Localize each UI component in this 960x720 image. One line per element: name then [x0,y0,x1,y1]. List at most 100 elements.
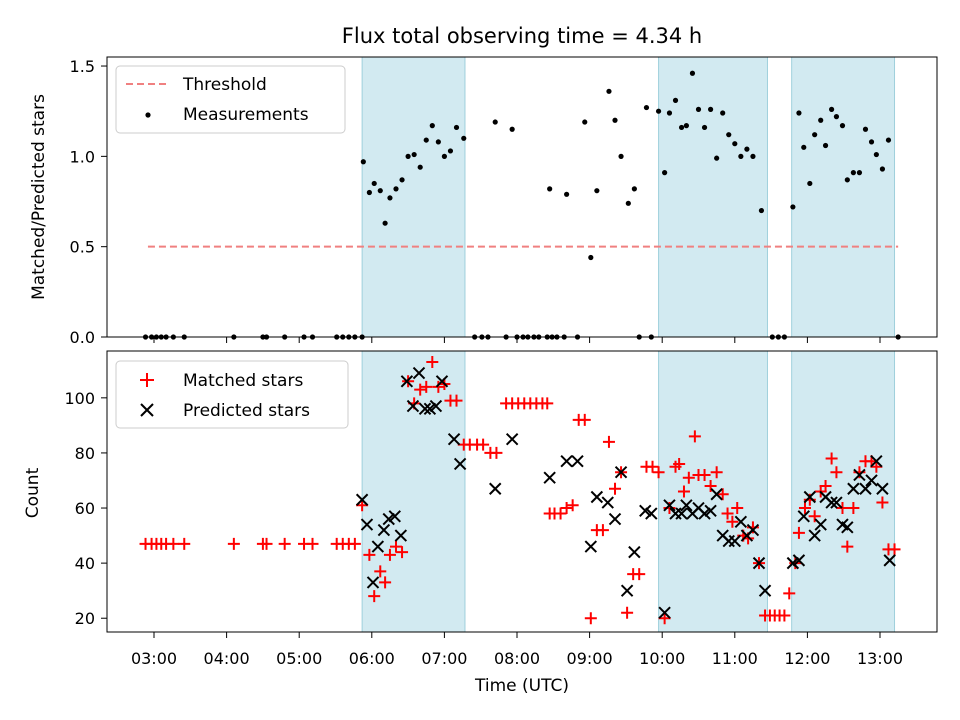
predicted-star-point [645,507,658,520]
matched-star-point [673,457,686,470]
measurement-point [417,164,423,170]
predicted-star-point [786,556,800,570]
predicted-star-point [710,488,723,501]
measurement-point [678,124,685,131]
top-legend: Threshold Measurements [115,65,346,134]
top-x-ticks [153,337,881,343]
matched-star-point [646,460,659,473]
matched-star-point [830,466,843,479]
matched-star-point [596,524,609,537]
top-y-axis-label: Matched/Predicted stars [29,94,49,300]
predicted-star-point [571,454,584,468]
bottom-legend: Matched stars Predicted stars [115,360,349,429]
measurement-point [807,180,813,187]
predicted-star-point [453,457,467,471]
shaded-interval [658,56,768,338]
matched-star-point [721,507,734,520]
shaded-interval [791,350,896,633]
measurement-point [618,153,624,159]
predicted-star-point [406,399,420,413]
predicted-star-point [435,375,449,388]
predicted-star-point [883,554,896,567]
predicted-star-point [620,584,634,597]
legend-matched-swatch [140,373,154,387]
matched-star-point [798,502,811,515]
matched-star-point [390,540,402,553]
measurement-point [612,117,618,123]
measurement-point [509,126,515,132]
predicted-star-point [680,499,693,512]
measurement-point [796,110,802,116]
predicted-star-point [865,474,878,487]
matched-star-point [682,471,695,484]
matched-star-point [609,482,622,495]
measurement-point [829,106,835,112]
matched-star-point [383,548,396,561]
predicted-star-point [412,366,426,380]
predicted-star-point [830,496,843,509]
measurement-point [720,110,726,116]
matched-star-point [836,502,849,515]
bottom-y-ticks: 20 40 60 80 100 [64,389,107,628]
legend-measurement-swatch [145,112,151,118]
bottom-y-axis-label: Count [23,467,43,518]
predicted-star-point [590,490,604,504]
predicted-star-point [825,496,838,509]
measurement-point [850,170,856,176]
matched-star-point [688,430,701,443]
measurement-point [447,148,454,154]
matched-star-point [554,507,567,520]
y-tick-label: 80 [75,444,95,463]
measurement-point [423,137,429,143]
x-tick-label: 05:00 [276,649,322,668]
predicted-star-point [388,510,401,523]
measurement-point [606,88,612,94]
measurement-point [856,170,863,176]
matched-star-point [841,540,854,553]
measurement-point [625,200,631,206]
top-y-ticks: 0.0 0.5 1.0 1.5 [70,57,107,347]
matched-star-point [363,548,376,561]
predicted-star-point [360,518,374,531]
measurement-point [708,106,714,112]
y-tick-label: 60 [75,499,95,518]
y-tick-label: 100 [64,389,95,408]
predicted-star-point [400,375,414,388]
matched-star-point [420,380,433,393]
shaded-interval [361,56,466,338]
matched-star-point [584,612,597,625]
shaded-interval [791,56,896,338]
matched-star-point [379,576,392,589]
y-tick-label: 0.0 [70,328,95,347]
matched-star-point [778,609,791,622]
predicted-star-point [698,507,711,520]
chart-title: Flux total observing time = 4.34 h [342,24,702,48]
predicted-star-point [394,529,408,542]
measurement-point [382,220,388,226]
matched-star-point [178,537,191,550]
matched-star-point [432,380,445,393]
measurement-point [435,139,441,145]
predicted-star-point [418,402,432,416]
predicted-star-point [601,496,614,509]
matched-star-point [260,537,273,550]
matched-star-point [652,466,665,479]
top-panel: 0.0 0.5 1.0 1.5 Matched/Predicted stars Thr… [29,56,938,347]
predicted-star-point [746,523,760,537]
measurement-point [822,142,829,149]
measurement-point [588,254,594,261]
measurement-point [695,106,702,112]
measurement-point [643,104,650,111]
measurement-point [387,195,393,201]
matched-star-point [819,479,832,492]
x-tick-label: 06:00 [349,649,395,668]
predicted-star-point [853,468,866,482]
predicted-star-point [808,529,821,542]
matched-star-point [704,479,717,492]
matched-star-point [356,499,369,512]
predicted-star-point [584,540,598,553]
measurement-point [564,191,570,197]
matched-star-point [710,466,723,479]
y-tick-label: 0.5 [70,238,95,257]
predicted-star-point [447,432,461,446]
